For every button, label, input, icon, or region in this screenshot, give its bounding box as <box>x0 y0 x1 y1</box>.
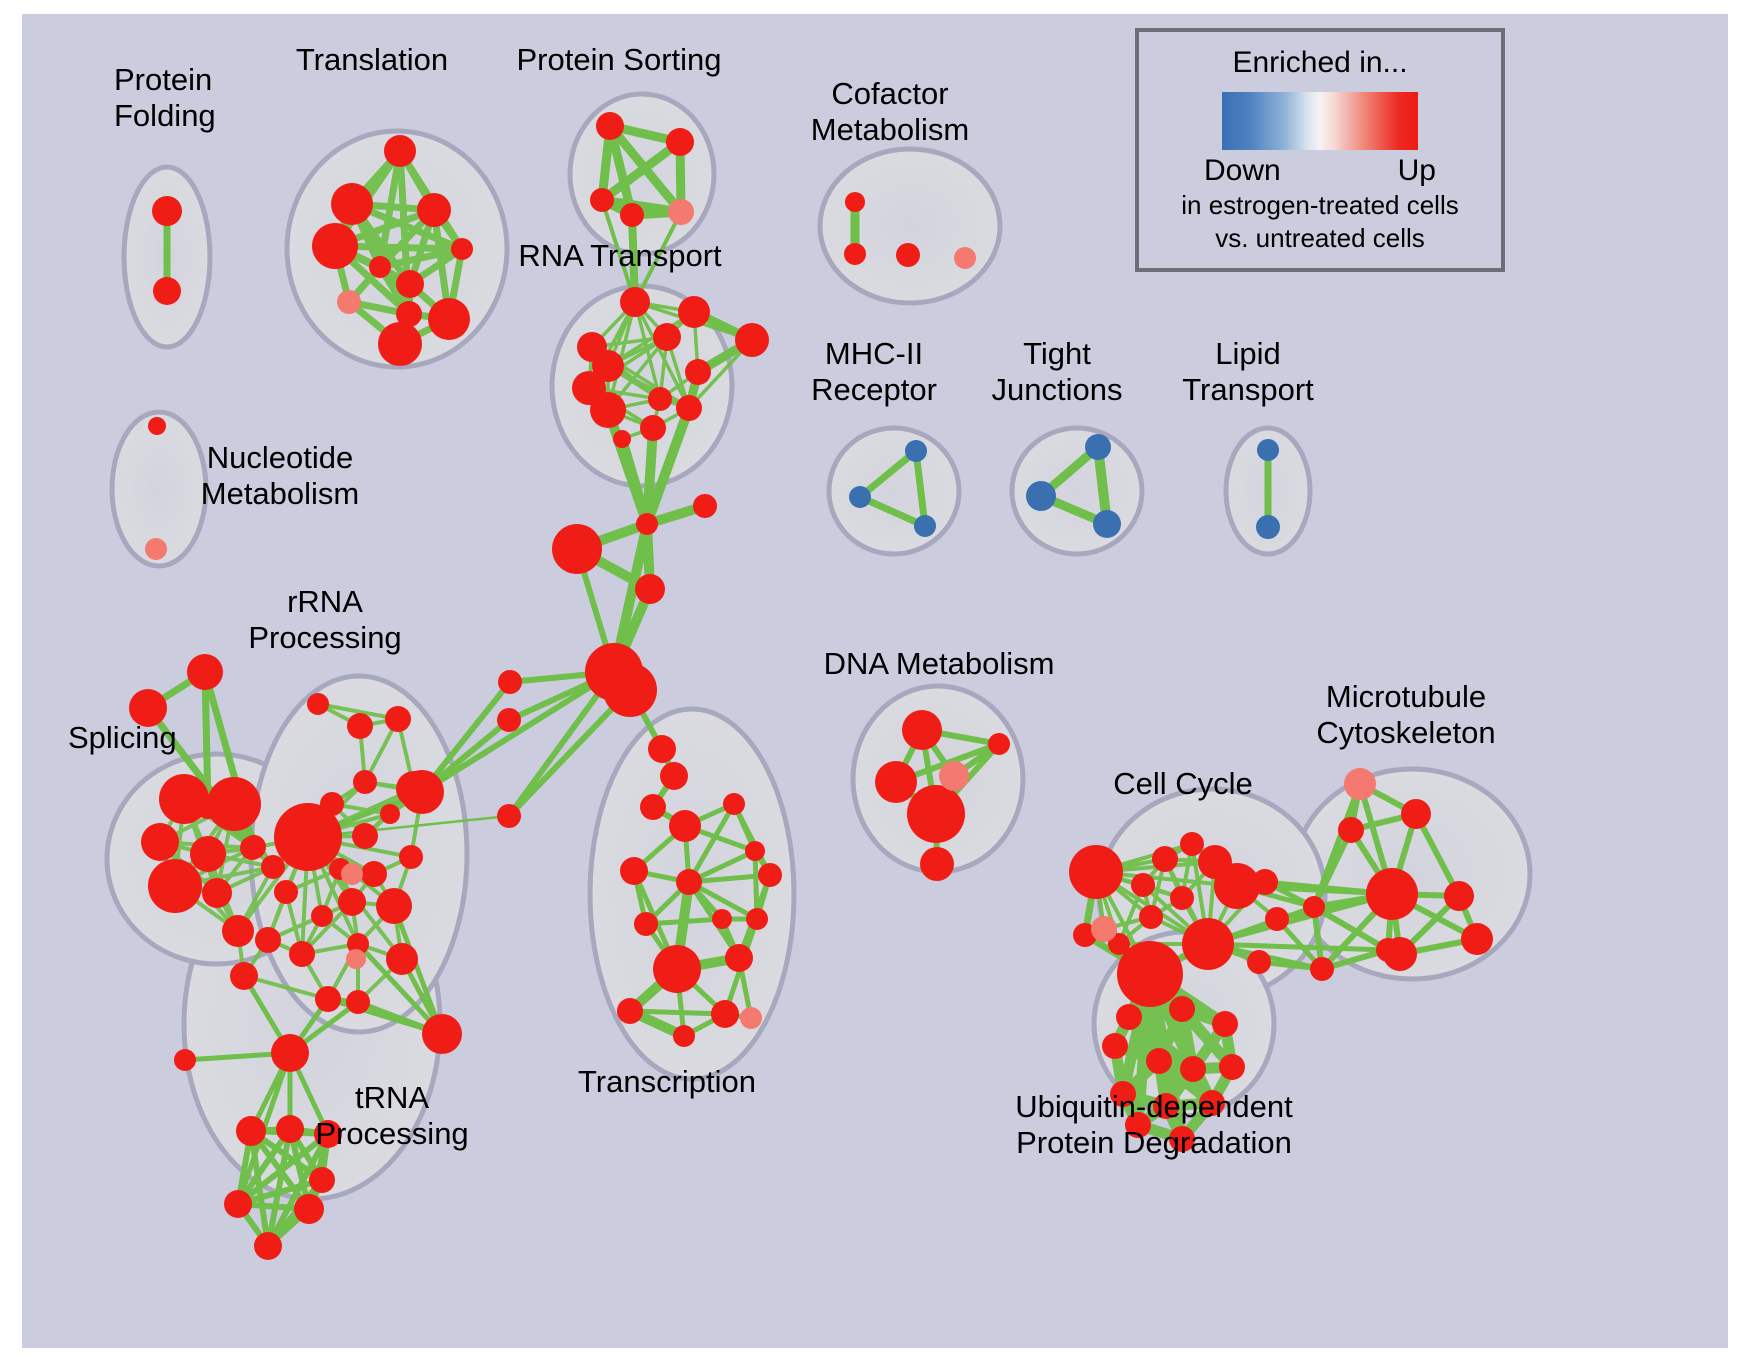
network-nodes <box>129 112 1493 1260</box>
hull-cofactor <box>817 146 1003 306</box>
color-legend: Enriched in... Down Up in estrogen-treat… <box>1135 28 1505 272</box>
legend-caption-line2: vs. untreated cells <box>1215 223 1425 253</box>
legend-gradient-bar <box>1222 92 1418 150</box>
legend-caption-line1: in estrogen-treated cells <box>1181 190 1459 220</box>
network-plot: Protein Folding Translation Protein Sort… <box>22 14 1728 1348</box>
legend-title: Enriched in... <box>1232 46 1408 79</box>
hull-mhc-ii <box>826 425 962 557</box>
legend-low-label: Down <box>1204 154 1281 187</box>
legend-high-label: Up <box>1397 154 1436 187</box>
legend-endpoint-labels: Down Up <box>1204 154 1436 188</box>
hull-nucleotide <box>109 409 209 569</box>
network-svg <box>104 91 1533 1260</box>
